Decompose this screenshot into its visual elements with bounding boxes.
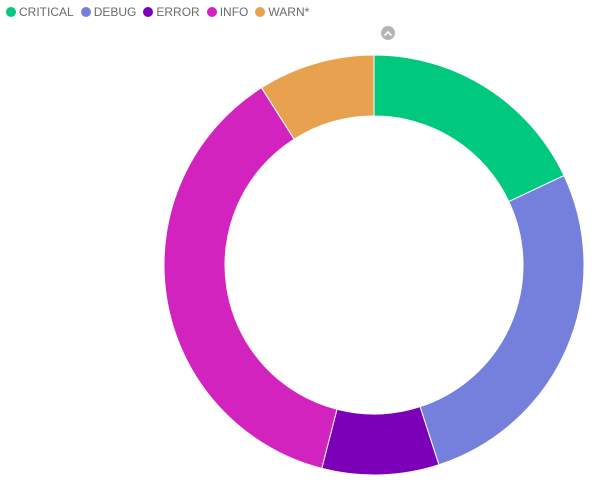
legend-item-info[interactable]: INFO bbox=[206, 5, 249, 19]
legend-label-error: ERROR bbox=[156, 5, 200, 19]
chevron-up-icon[interactable] bbox=[381, 26, 395, 40]
legend-swatch-info bbox=[206, 7, 217, 17]
donut-slice-critical[interactable] bbox=[373, 54, 565, 203]
donut-slice-info[interactable] bbox=[163, 87, 338, 470]
legend-swatch-error bbox=[143, 7, 154, 17]
legend-label-critical: CRITICAL bbox=[19, 5, 74, 19]
legend-label-info: INFO bbox=[219, 5, 249, 19]
donut-slice-error[interactable] bbox=[321, 406, 440, 476]
legend-item-debug[interactable]: DEBUG bbox=[80, 5, 137, 19]
legend-item-critical[interactable]: CRITICAL bbox=[6, 5, 74, 19]
chevron-up-glyph bbox=[384, 31, 392, 36]
chart-legend: CRITICAL DEBUG ERROR INFO WARN* bbox=[6, 5, 309, 19]
legend-label-debug: DEBUG bbox=[93, 5, 137, 19]
donut-slice-debug[interactable] bbox=[419, 174, 585, 466]
legend-swatch-warn bbox=[255, 7, 266, 17]
legend-swatch-debug bbox=[80, 7, 91, 17]
legend-item-error[interactable]: ERROR bbox=[143, 5, 200, 19]
donut-slice-warn[interactable] bbox=[260, 54, 375, 140]
legend-label-warn: WARN* bbox=[268, 5, 310, 19]
legend-swatch-critical bbox=[6, 7, 16, 17]
legend-item-warn[interactable]: WARN* bbox=[255, 5, 309, 19]
